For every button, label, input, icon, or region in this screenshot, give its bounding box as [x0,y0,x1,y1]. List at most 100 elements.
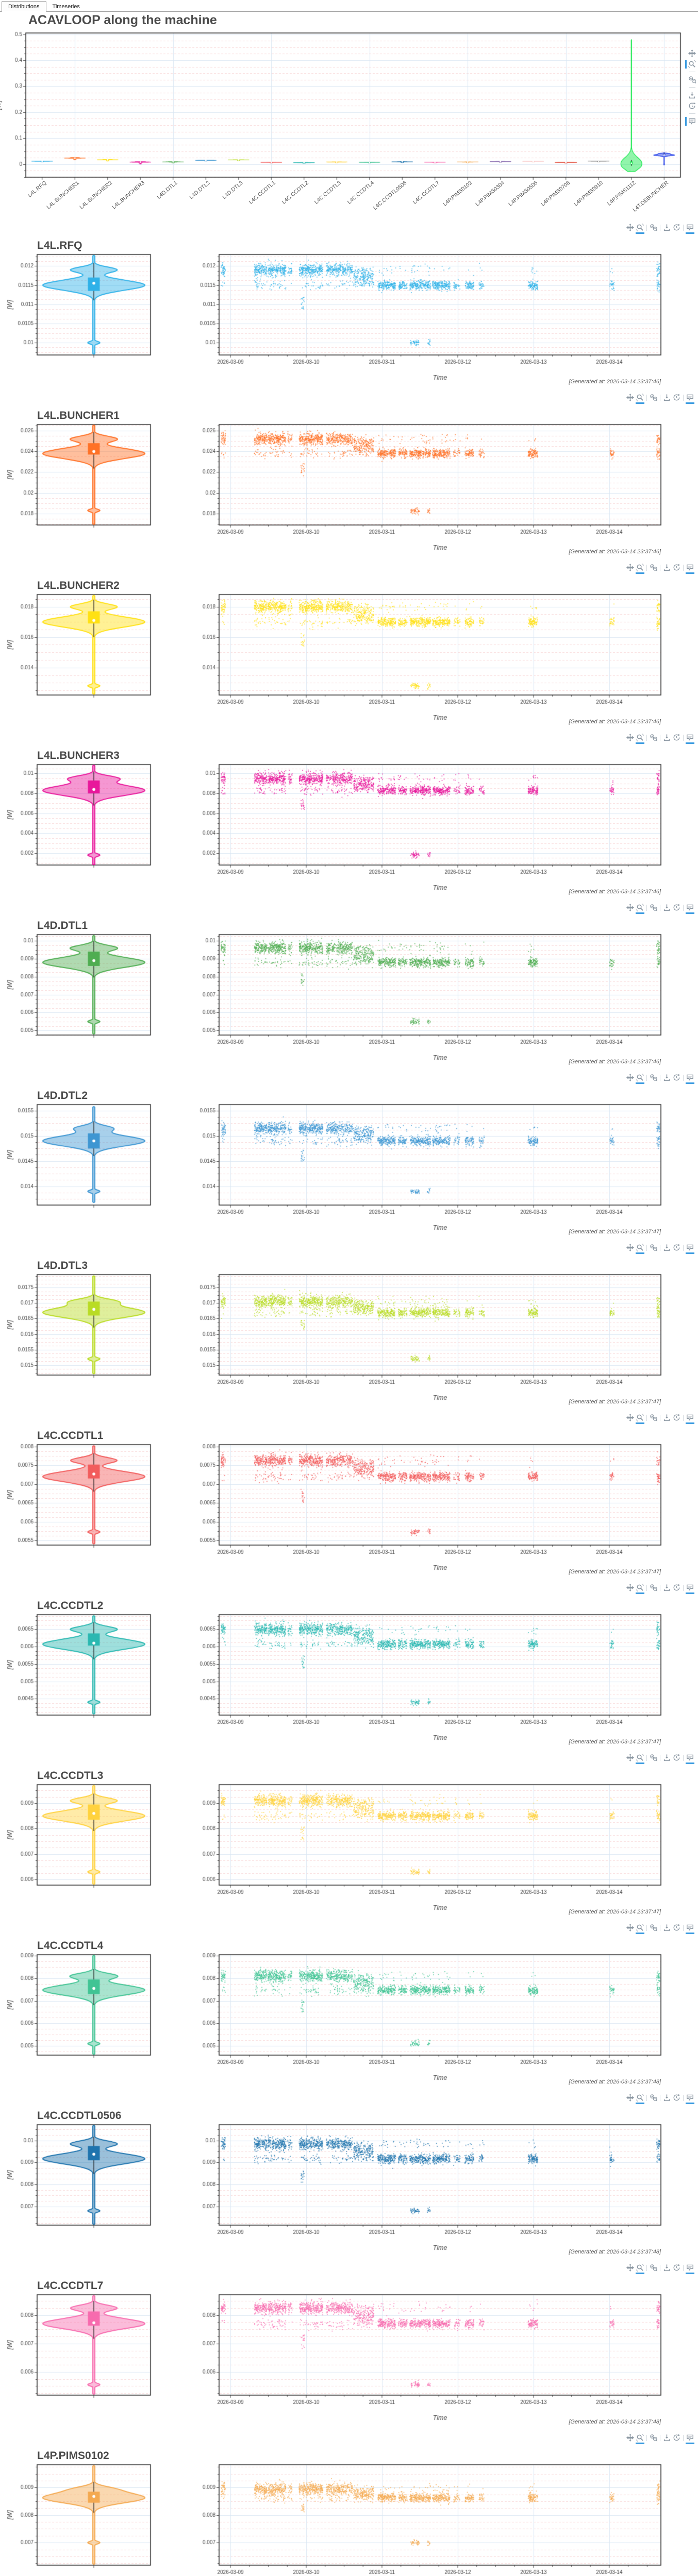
pan-icon[interactable] [626,733,635,742]
reset-axes-icon[interactable] [672,1073,681,1082]
reset-axes-icon[interactable] [688,101,696,110]
tab-timeseries[interactable]: Timeseries [52,4,80,10]
zoom-in-out-icon[interactable] [649,393,658,402]
zoom-in-out-icon[interactable] [649,563,658,572]
download-icon[interactable] [662,2093,671,2102]
box-zoom-icon[interactable] [636,733,644,744]
reset-axes-icon[interactable] [672,223,681,232]
box-zoom-icon[interactable] [636,1923,644,1934]
toggle-spike-hover-icon[interactable] [686,2433,694,2444]
box-zoom-icon[interactable] [636,223,644,234]
device-violin-and-timeseries-chart[interactable] [0,2092,698,2262]
reset-axes-icon[interactable] [672,1753,681,1762]
pan-icon[interactable] [626,1413,635,1422]
download-icon[interactable] [662,903,671,912]
download-icon[interactable] [662,1753,671,1762]
download-icon[interactable] [662,2263,671,2272]
reset-axes-icon[interactable] [672,2093,681,2102]
pan-icon[interactable] [626,563,635,572]
download-icon[interactable] [662,223,671,232]
download-icon[interactable] [662,733,671,742]
toggle-spike-hover-icon[interactable] [685,117,696,126]
toggle-spike-hover-icon[interactable] [686,1753,694,1764]
device-violin-and-timeseries-chart[interactable] [0,1072,698,1242]
box-zoom-icon[interactable] [636,2433,644,2444]
pan-icon[interactable] [626,1583,635,1592]
box-zoom-icon[interactable] [685,60,696,69]
box-zoom-icon[interactable] [636,2093,644,2104]
pan-icon[interactable] [626,1243,635,1252]
toggle-spike-hover-icon[interactable] [686,1243,694,1254]
zoom-in-out-icon[interactable] [649,1243,658,1252]
device-violin-and-timeseries-chart[interactable] [0,1922,698,2092]
pan-icon[interactable] [688,49,696,58]
device-violin-and-timeseries-chart[interactable] [0,732,698,902]
zoom-in-out-icon[interactable] [649,1073,658,1082]
pan-icon[interactable] [626,903,635,912]
device-violin-and-timeseries-chart[interactable] [0,1412,698,1582]
zoom-in-out-icon[interactable] [649,903,658,912]
box-zoom-icon[interactable] [636,903,644,914]
pan-icon[interactable] [626,223,635,232]
box-zoom-icon[interactable] [636,1413,644,1424]
download-icon[interactable] [662,393,671,402]
box-zoom-icon[interactable] [636,1073,644,1084]
zoom-in-out-icon[interactable] [649,2433,658,2442]
box-zoom-icon[interactable] [636,393,644,404]
device-violin-and-timeseries-chart[interactable] [0,902,698,1072]
reset-axes-icon[interactable] [672,1923,681,1932]
pan-icon[interactable] [626,1073,635,1082]
pan-icon[interactable] [626,2093,635,2102]
reset-axes-icon[interactable] [672,1583,681,1592]
toggle-spike-hover-icon[interactable] [686,1923,694,1934]
reset-axes-icon[interactable] [672,563,681,572]
device-violin-and-timeseries-chart[interactable] [0,2262,698,2432]
zoom-in-out-icon[interactable] [649,1753,658,1762]
box-zoom-icon[interactable] [636,1753,644,1764]
device-violin-and-timeseries-chart[interactable] [0,222,698,392]
pan-icon[interactable] [626,1753,635,1762]
reset-axes-icon[interactable] [672,903,681,912]
toggle-spike-hover-icon[interactable] [686,223,694,234]
zoom-in-out-icon[interactable] [649,2263,658,2272]
box-zoom-icon[interactable] [636,1243,644,1254]
download-icon[interactable] [662,563,671,572]
pan-icon[interactable] [626,2433,635,2442]
pan-icon[interactable] [626,1923,635,1932]
toggle-spike-hover-icon[interactable] [686,1413,694,1424]
zoom-in-out-icon[interactable] [649,2093,658,2102]
reset-axes-icon[interactable] [672,733,681,742]
toggle-spike-hover-icon[interactable] [686,1583,694,1594]
download-icon[interactable] [688,91,696,99]
toggle-spike-hover-icon[interactable] [686,563,694,574]
zoom-in-out-icon[interactable] [688,75,696,84]
reset-axes-icon[interactable] [672,2263,681,2272]
device-violin-and-timeseries-chart[interactable] [0,1242,698,1412]
reset-axes-icon[interactable] [672,2433,681,2442]
device-violin-and-timeseries-chart[interactable] [0,1752,698,1922]
toggle-spike-hover-icon[interactable] [686,2263,694,2274]
device-violin-and-timeseries-chart[interactable] [0,392,698,562]
zoom-in-out-icon[interactable] [649,733,658,742]
toggle-spike-hover-icon[interactable] [686,903,694,914]
download-icon[interactable] [662,2433,671,2442]
pan-icon[interactable] [626,2263,635,2272]
download-icon[interactable] [662,1243,671,1252]
download-icon[interactable] [662,1923,671,1932]
box-zoom-icon[interactable] [636,2263,644,2274]
zoom-in-out-icon[interactable] [649,1413,658,1422]
reset-axes-icon[interactable] [672,393,681,402]
toggle-spike-hover-icon[interactable] [686,1073,694,1084]
download-icon[interactable] [662,1413,671,1422]
toggle-spike-hover-icon[interactable] [686,393,694,404]
zoom-in-out-icon[interactable] [649,223,658,232]
reset-axes-icon[interactable] [672,1413,681,1422]
box-zoom-icon[interactable] [636,1583,644,1594]
overview-violin-chart[interactable] [0,12,698,222]
toggle-spike-hover-icon[interactable] [686,733,694,744]
device-violin-and-timeseries-chart[interactable] [0,1582,698,1752]
reset-axes-icon[interactable] [672,1243,681,1252]
zoom-in-out-icon[interactable] [649,1583,658,1592]
tab-distributions[interactable]: Distributions [2,1,46,12]
toggle-spike-hover-icon[interactable] [686,2093,694,2104]
